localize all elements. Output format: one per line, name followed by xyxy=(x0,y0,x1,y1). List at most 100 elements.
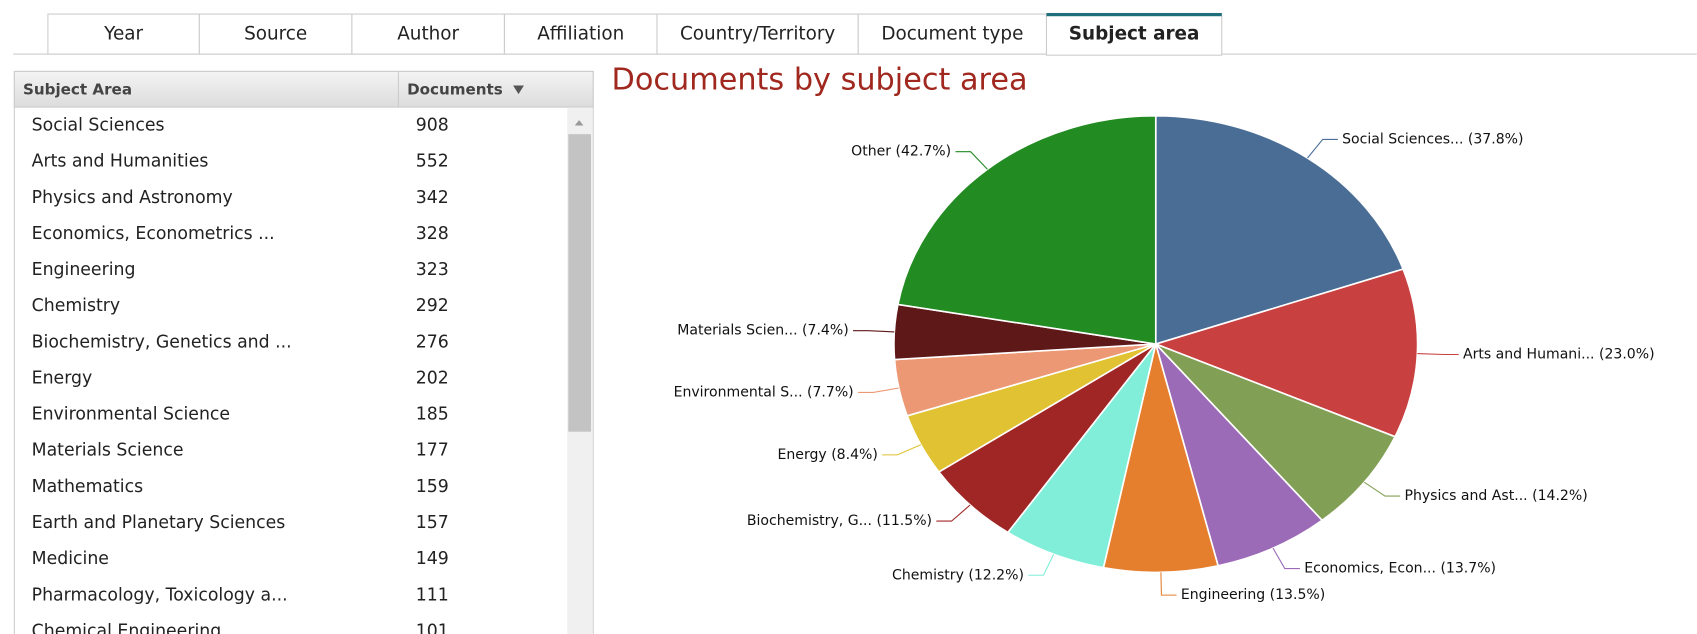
cell-count: 552 xyxy=(416,152,449,172)
slice-name: Social Sciences... xyxy=(1342,131,1463,147)
cell-subject[interactable]: Mathematics xyxy=(32,477,143,497)
slice-label: Chemistry (12.2%) xyxy=(892,567,1024,583)
slice-value: (14.2%) xyxy=(1532,488,1588,504)
tab[interactable] xyxy=(857,13,1048,55)
cell-count: 323 xyxy=(416,260,449,280)
pie-slice xyxy=(1153,268,1419,438)
cell-subject[interactable]: Social Sciences xyxy=(32,116,165,136)
slice-label: Physics and Ast... (14.2%) xyxy=(1405,488,1588,504)
tab-label[interactable]: Document type xyxy=(881,24,1023,45)
slice-name: Environmental S... xyxy=(674,384,803,400)
tab-label[interactable]: Source xyxy=(244,24,307,45)
slice-value: (37.8%) xyxy=(1468,131,1524,147)
table-header xyxy=(13,70,594,108)
slice-name: Economics, Econ... xyxy=(1304,561,1436,577)
leader-line xyxy=(1417,353,1459,356)
tab-label[interactable]: Author xyxy=(397,24,459,45)
cell-subject[interactable]: Environmental Science xyxy=(32,405,230,425)
slice-name: Physics and Ast... xyxy=(1405,488,1528,504)
tab-bar: Year Source Author Affiliation Country/Terri… xyxy=(47,12,1223,56)
pie-slice xyxy=(1102,343,1220,574)
header-documents[interactable]: Documents xyxy=(407,80,503,98)
slice-value: (13.5%) xyxy=(1270,587,1326,603)
tab[interactable] xyxy=(198,13,353,55)
cell-count: 101 xyxy=(416,621,449,634)
cell-subject[interactable]: Chemical Engineering xyxy=(32,621,222,634)
cell-subject[interactable]: Pharmacology, Toxicology a... xyxy=(32,585,288,605)
cell-subject[interactable]: Energy xyxy=(32,368,93,388)
leader-line xyxy=(858,387,899,393)
slice-value: (7.7%) xyxy=(807,384,854,400)
leader-line xyxy=(1028,554,1055,576)
cell-count: 157 xyxy=(416,513,449,533)
slice-label: Social Sciences... (37.8%) xyxy=(1342,131,1523,147)
slice-label: Biochemistry, G... (11.5%) xyxy=(747,513,932,529)
leader-line xyxy=(882,444,922,456)
leader-line xyxy=(1272,547,1300,570)
pie-slice xyxy=(1155,343,1397,522)
cell-subject[interactable]: Economics, Econometrics ... xyxy=(32,224,275,244)
cell-subject[interactable]: Earth and Planetary Sciences xyxy=(32,513,286,533)
chart-title: Documents by subject area xyxy=(612,63,1028,98)
cell-count: 202 xyxy=(416,368,449,388)
pie-slice xyxy=(1154,114,1405,346)
cell-count: 177 xyxy=(416,441,449,461)
leader-line xyxy=(1363,481,1401,497)
cell-count: 111 xyxy=(416,585,449,605)
cell-count: 328 xyxy=(416,224,449,244)
cell-subject[interactable]: Arts and Humanities xyxy=(32,152,209,172)
cell-subject[interactable]: Materials Science xyxy=(32,441,184,461)
cell-count: 342 xyxy=(416,188,449,208)
slice-label: Environmental S... (7.7%) xyxy=(674,384,854,400)
leader-line xyxy=(1160,572,1177,596)
cell-count: 159 xyxy=(416,477,449,497)
cell-subject[interactable]: Engineering xyxy=(32,260,136,280)
slice-label: Economics, Econ... (13.7%) xyxy=(1304,561,1496,577)
tab[interactable] xyxy=(1045,13,1223,56)
slice-name: Other xyxy=(851,144,891,160)
cell-count: 185 xyxy=(416,405,449,425)
cell-subject[interactable]: Chemistry xyxy=(32,296,120,316)
cell-subject[interactable]: Medicine xyxy=(32,549,109,569)
slice-label: Other (42.7%) xyxy=(851,144,951,160)
cell-subject[interactable]: Biochemistry, Genetics and ... xyxy=(32,332,292,352)
header-subject[interactable]: Subject Area xyxy=(23,80,132,98)
tab-label[interactable]: Year xyxy=(103,24,143,45)
table-panel xyxy=(13,70,594,634)
cell-count: 292 xyxy=(416,296,449,316)
scroll-up[interactable] xyxy=(574,120,584,126)
pie-slice xyxy=(1154,343,1324,567)
leader-line xyxy=(936,504,971,522)
tab[interactable] xyxy=(351,13,505,55)
slice-value: (13.7%) xyxy=(1440,561,1496,577)
pie-chart: Social Sciences... (37.8%) Arts and Human… xyxy=(674,114,1655,603)
cell-subject[interactable]: Physics and Astronomy xyxy=(32,188,233,208)
slice-value: (8.4%) xyxy=(831,447,878,463)
slice-value: (11.5%) xyxy=(876,513,932,529)
tab-active-bar xyxy=(1046,12,1222,17)
slice-label: Energy (8.4%) xyxy=(778,447,878,463)
slice-value: (23.0%) xyxy=(1599,347,1655,363)
cell-count: 149 xyxy=(416,549,449,569)
tab-label[interactable]: Affiliation xyxy=(537,24,624,45)
cell-count: 908 xyxy=(416,116,449,136)
leader-line xyxy=(853,330,895,333)
leader-line xyxy=(1307,138,1338,159)
slice-value: (42.7%) xyxy=(896,144,952,160)
table-body: Social Sciences 908 Arts and Humanities 552… xyxy=(32,116,449,634)
slice-name: Arts and Humani... xyxy=(1463,347,1595,363)
cell-count: 276 xyxy=(416,332,449,352)
slice-value: (7.4%) xyxy=(802,323,849,339)
sort-arrow[interactable] xyxy=(513,85,524,95)
slice-value: (12.2%) xyxy=(968,567,1024,583)
slice-label: Engineering (13.5%) xyxy=(1181,587,1325,603)
slice-name: Materials Scien... xyxy=(677,323,797,339)
slice-label: Materials Scien... (7.4%) xyxy=(677,323,848,339)
slice-name: Energy xyxy=(778,447,827,463)
tab-label[interactable]: Country/Territory xyxy=(680,24,835,45)
scrollbar-thumb[interactable] xyxy=(568,134,592,432)
slice-name: Biochemistry, G... xyxy=(747,513,872,529)
tab-label[interactable]: Subject area xyxy=(1069,24,1200,45)
leader-line xyxy=(955,151,988,170)
